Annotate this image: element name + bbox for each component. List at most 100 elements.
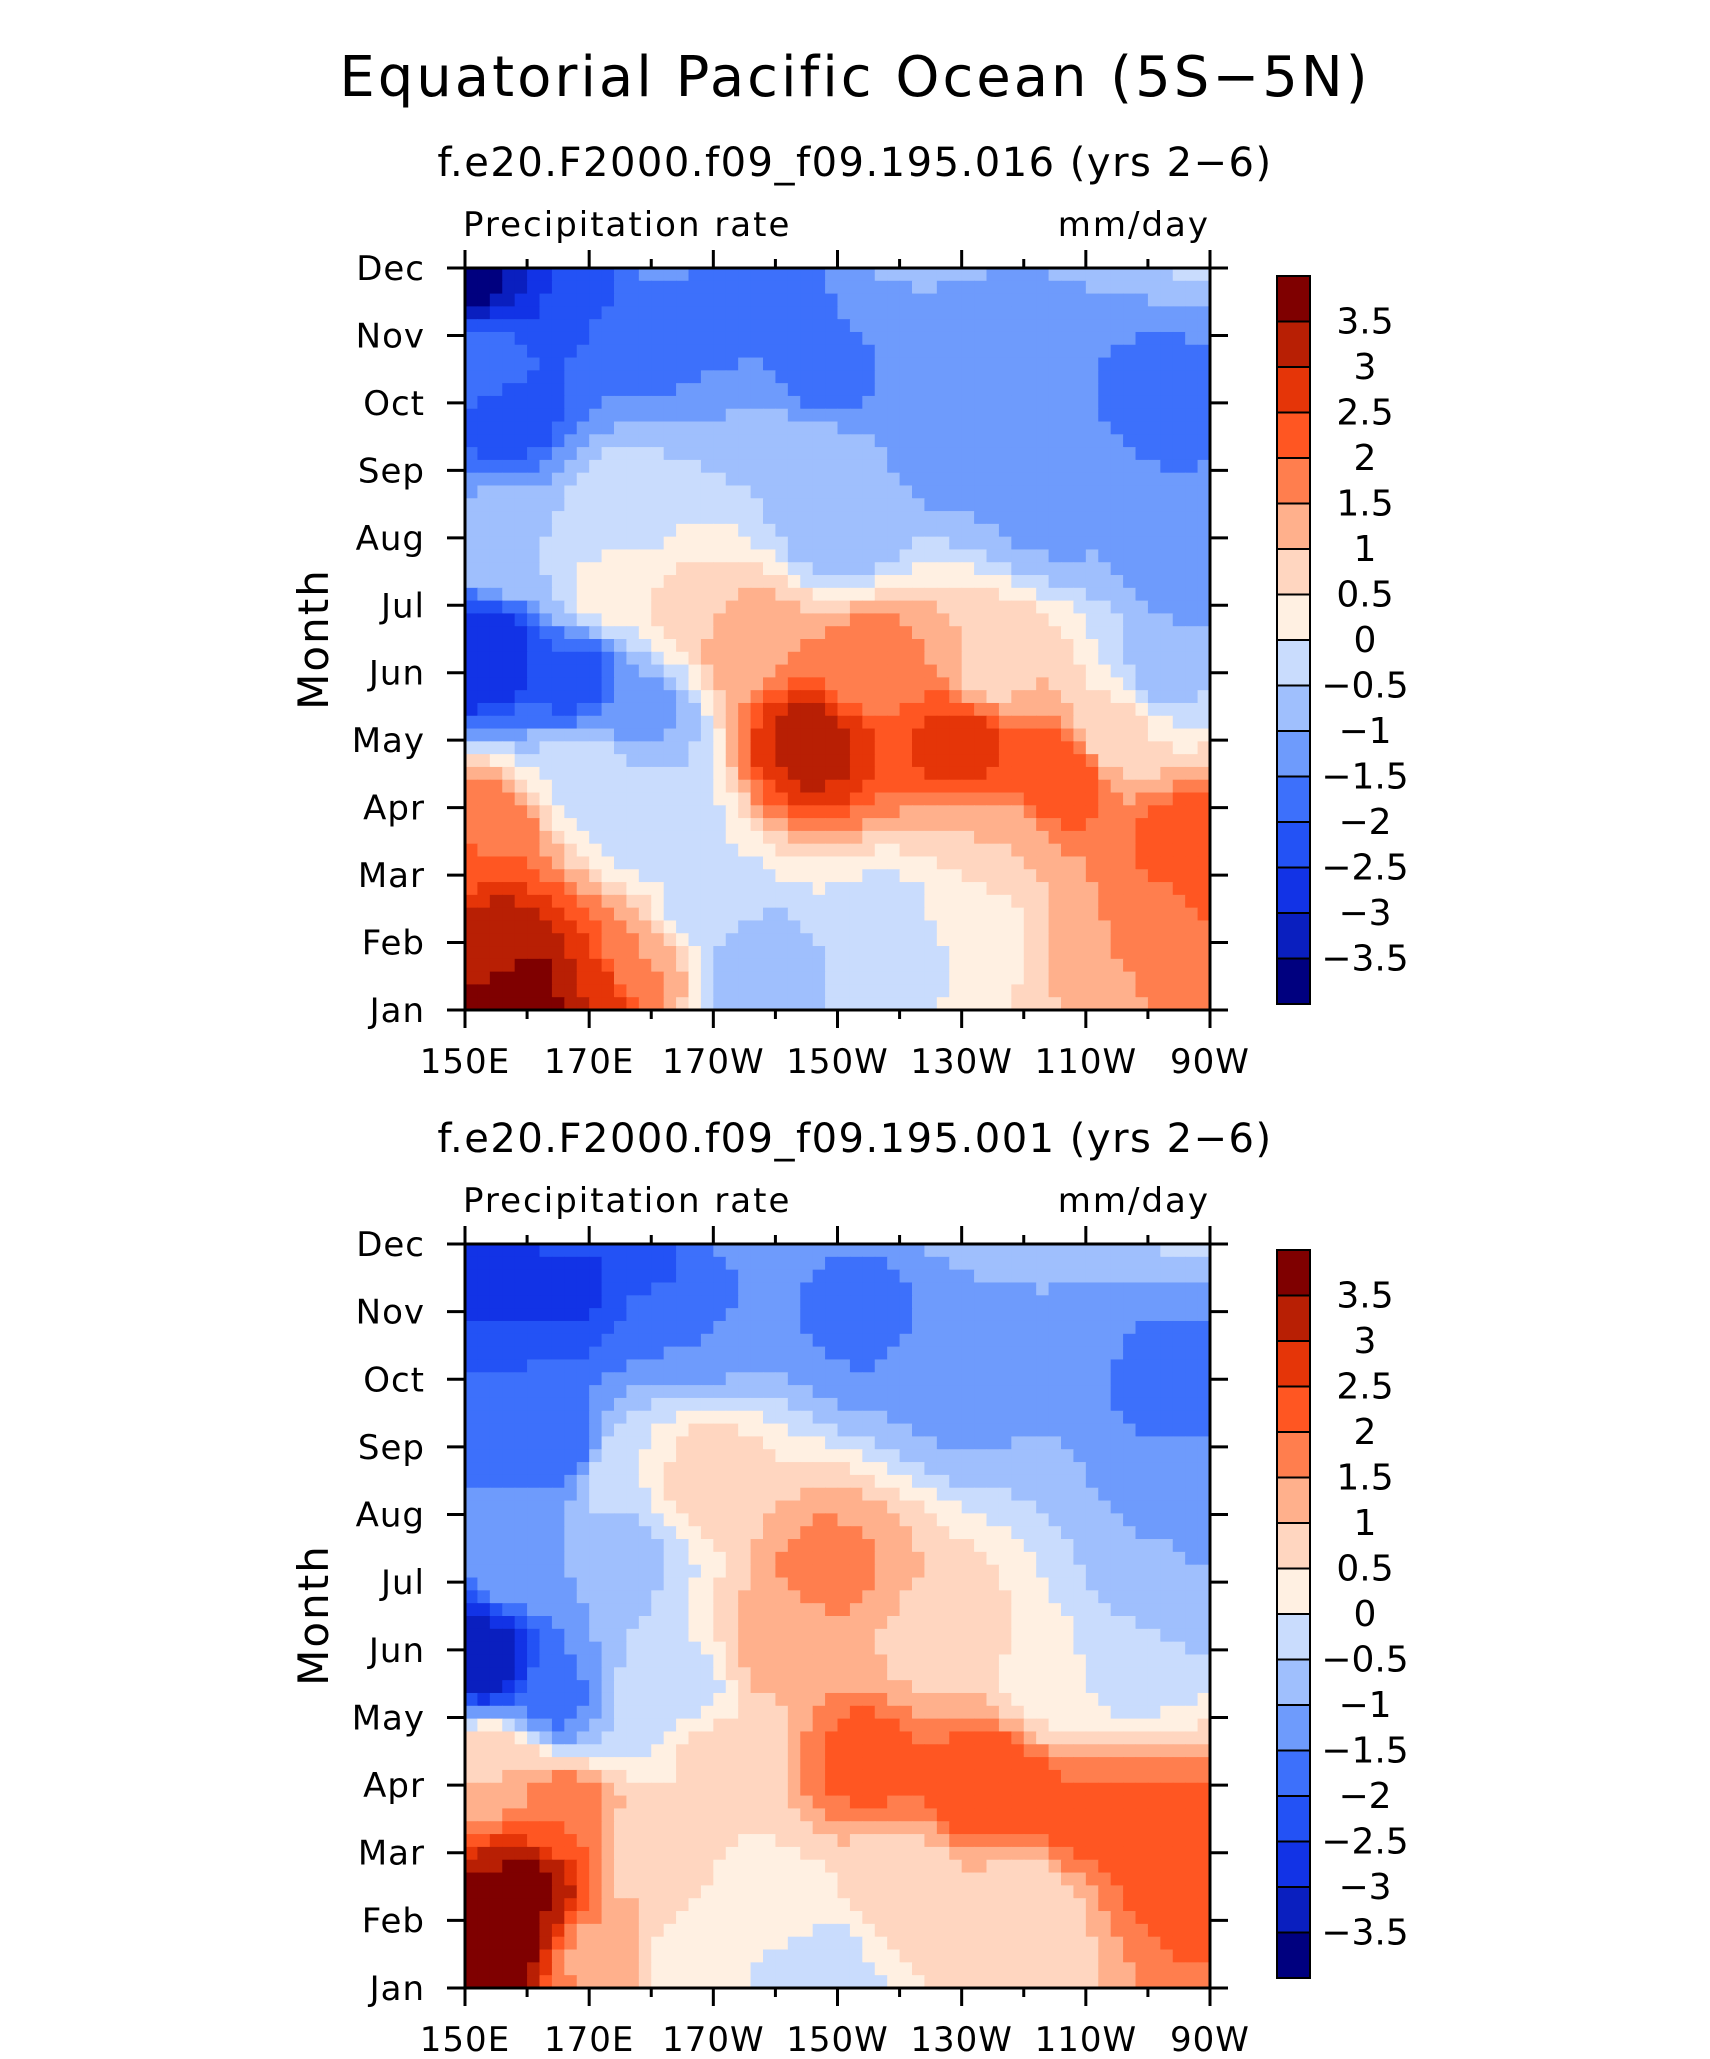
heatmap-cell [1073, 1269, 1087, 1284]
heatmap-cell [1123, 485, 1137, 499]
heatmap-cell [551, 1474, 565, 1489]
heatmap-cell [750, 741, 764, 755]
heatmap-cell [626, 472, 640, 487]
heatmap-cell [1197, 280, 1211, 295]
heatmap-cell [812, 664, 826, 678]
heatmap-cell [837, 651, 851, 666]
heatmap-cell [849, 728, 863, 742]
heatmap-cell [849, 1474, 863, 1489]
heatmap-cell [551, 306, 565, 320]
heatmap-cell [651, 293, 665, 307]
heatmap-cell [576, 575, 590, 589]
heatmap-cell [949, 1462, 963, 1476]
heatmap-cell [1048, 280, 1062, 295]
heatmap-cell [1110, 894, 1124, 909]
heatmap-cell [974, 421, 988, 435]
heatmap-cell [862, 1372, 876, 1386]
heatmap-cell [1073, 280, 1087, 295]
heatmap-cell [849, 702, 863, 717]
heatmap-cell [998, 766, 1012, 781]
heatmap-cell [899, 805, 913, 819]
heatmap-cell [626, 626, 640, 640]
heatmap-cell [725, 434, 739, 448]
heatmap-cell [961, 741, 975, 755]
heatmap-cell [924, 651, 938, 666]
heatmap-cell [614, 882, 628, 896]
heatmap-cell [738, 754, 752, 768]
heatmap-cell [1048, 626, 1062, 640]
heatmap-cell [527, 1526, 541, 1540]
heatmap-cell [1197, 830, 1211, 845]
heatmap-cell [1073, 830, 1087, 845]
heatmap-cell [527, 447, 541, 461]
heatmap-cell [700, 280, 714, 295]
heatmap-cell [825, 434, 839, 448]
heatmap-cell [1085, 549, 1099, 563]
heatmap-cell [465, 894, 479, 909]
heatmap-cell [974, 1244, 988, 1258]
heatmap-cell [527, 549, 541, 563]
heatmap-cell [986, 1244, 1000, 1258]
heatmap-cell [527, 997, 541, 1011]
heatmap-cell [1011, 766, 1025, 781]
heatmap-cell [502, 1282, 516, 1296]
heatmap-cell [1185, 536, 1199, 551]
heatmap-cell [738, 1333, 752, 1348]
heatmap-cell [626, 575, 640, 589]
heatmap-cell [539, 575, 553, 589]
heatmap-cell [477, 690, 491, 704]
heatmap-cell [1197, 1256, 1211, 1271]
heatmap-cell [614, 664, 628, 678]
heatmap-cell [489, 293, 503, 307]
heatmap-cell [564, 1244, 578, 1258]
heatmap-cell [663, 1539, 677, 1553]
heatmap-cell [750, 626, 764, 640]
heatmap-cell [949, 357, 963, 371]
heatmap-cell [539, 1372, 553, 1386]
heatmap-cell [998, 1244, 1012, 1258]
heatmap-cell [961, 1269, 975, 1284]
heatmap-cell [763, 792, 777, 806]
heatmap-cell [862, 1397, 876, 1412]
heatmap-cell [849, 1436, 863, 1450]
heatmap-cell [800, 1500, 814, 1514]
heatmap-cell [1110, 306, 1124, 320]
heatmap-cell [1160, 498, 1174, 512]
heatmap-cell [787, 1295, 801, 1309]
heatmap-cell [1048, 958, 1062, 973]
heatmap-cell [576, 677, 590, 691]
heatmap-cell [514, 639, 528, 653]
heatmap-cell [738, 766, 752, 781]
heatmap-cell [1048, 1462, 1062, 1476]
heatmap-cell [489, 830, 503, 845]
heatmap-cell [837, 741, 851, 755]
heatmap-cell [676, 1320, 690, 1335]
heatmap-cell [1135, 920, 1149, 934]
heatmap-cell [825, 1385, 839, 1399]
heatmap-cell [589, 882, 603, 896]
heatmap-cell [576, 690, 590, 704]
heatmap-cell [812, 1320, 826, 1335]
heatmap-cell [663, 408, 677, 423]
heatmap-cell [899, 651, 913, 666]
heatmap-cell [1073, 1474, 1087, 1489]
heatmap-cell [1023, 459, 1037, 474]
heatmap-cell [601, 1295, 615, 1309]
heatmap-cell [651, 984, 665, 998]
heatmap-cell [1172, 677, 1186, 691]
heatmap-cell [465, 946, 479, 960]
heatmap-cell [1061, 613, 1075, 627]
heatmap-cell [638, 907, 652, 922]
heatmap-cell [912, 626, 926, 640]
heatmap-cell [725, 1500, 739, 1514]
heatmap-cell [775, 344, 789, 359]
heatmap-cell [849, 600, 863, 615]
heatmap-cell [614, 1526, 628, 1540]
heatmap-cell [1172, 536, 1186, 551]
heatmap-cell [638, 549, 652, 563]
heatmap-cell [862, 472, 876, 487]
heatmap-cell [489, 971, 503, 986]
heatmap-cell [862, 1295, 876, 1309]
heatmap-cell [688, 639, 702, 653]
heatmap-cell [638, 459, 652, 474]
